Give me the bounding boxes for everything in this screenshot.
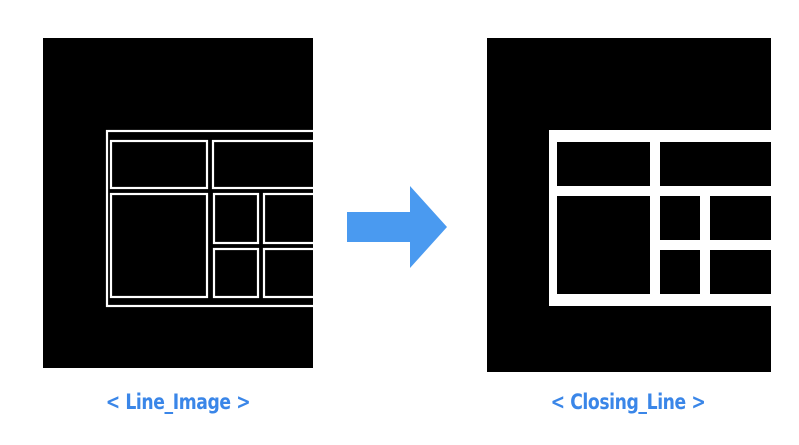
closed-cell-mid-right xyxy=(710,196,779,240)
cell-bottom-small-outline xyxy=(212,247,260,299)
closed-cell-bottom-right xyxy=(710,250,779,294)
line-image-right-mask xyxy=(313,30,343,370)
line-image-caption: < Line_Image > xyxy=(105,390,251,414)
closing-line-panel xyxy=(487,30,799,375)
line-image-top-line xyxy=(43,34,313,37)
line-image-background xyxy=(43,38,313,368)
closing-line-right-mask xyxy=(771,30,799,375)
closed-cell-bottom-small xyxy=(660,250,700,294)
closing-line-cells xyxy=(557,142,779,294)
closed-cell-mid-small xyxy=(660,196,700,240)
cell-top-left-outline xyxy=(109,139,209,190)
closed-cell-top-right xyxy=(660,142,779,186)
closed-cell-top-left xyxy=(557,142,650,186)
right-arrow-icon xyxy=(347,186,447,268)
line-image-panel xyxy=(43,30,343,370)
cell-big-left-outline xyxy=(109,192,209,299)
closing-line-caption: < Closing_Line > xyxy=(550,390,706,414)
closed-cell-big-left xyxy=(557,196,650,294)
cell-mid-small-outline xyxy=(212,192,260,245)
